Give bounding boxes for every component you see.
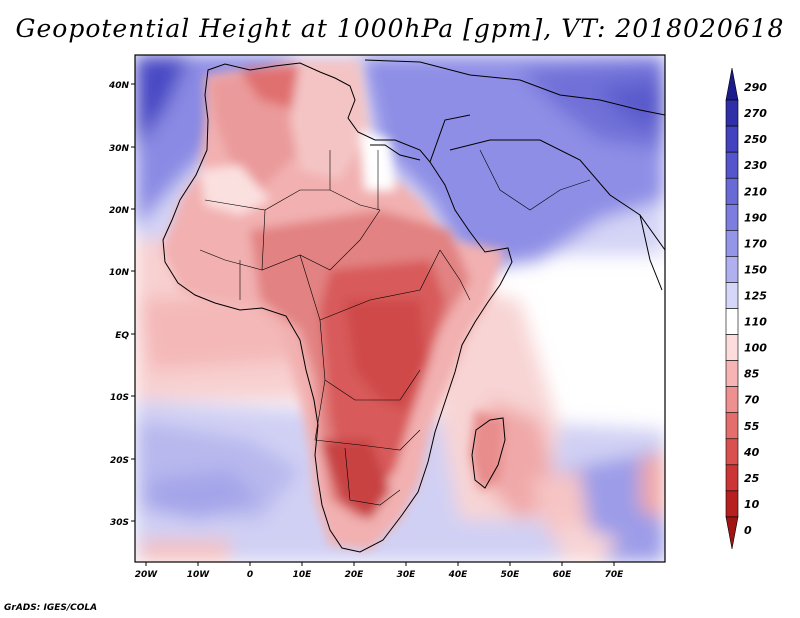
map-field bbox=[135, 55, 665, 562]
colorbar-swatch bbox=[725, 360, 739, 387]
colorbar-swatch bbox=[725, 386, 739, 414]
colorbar-swatch bbox=[725, 490, 739, 518]
colorbar-label: 70 bbox=[744, 394, 760, 407]
lat-label: 30S bbox=[110, 518, 129, 528]
colorbar-label: 25 bbox=[744, 472, 760, 485]
colorbar-swatch bbox=[725, 99, 739, 127]
lat-label: 20S bbox=[110, 456, 129, 466]
lon-label: 20W bbox=[135, 570, 159, 580]
colorbar-label: 100 bbox=[744, 342, 767, 355]
lon-label: 0 bbox=[247, 570, 253, 580]
colorbar-swatch bbox=[725, 177, 739, 205]
colorbar: 2902702502302101901701501251101008570554… bbox=[725, 67, 767, 550]
lon-label: 30E bbox=[397, 570, 417, 580]
lon-label: 70E bbox=[605, 570, 625, 580]
lon-label: 50E bbox=[501, 570, 521, 580]
colorbar-label: 125 bbox=[744, 289, 767, 302]
lat-label: 30N bbox=[109, 144, 130, 154]
lat-label: 20N bbox=[109, 206, 130, 216]
colorbar-label: 230 bbox=[744, 159, 767, 172]
lat-label: 40N bbox=[108, 81, 130, 91]
colorbar-label: 170 bbox=[744, 237, 767, 250]
colorbar-swatch bbox=[725, 151, 739, 179]
colorbar-swatch bbox=[725, 438, 739, 466]
colorbar-label: 150 bbox=[744, 263, 767, 276]
colorbar-label: 110 bbox=[744, 316, 767, 329]
country-borders bbox=[199, 149, 591, 506]
lon-label: 10E bbox=[293, 570, 313, 580]
lon-label: 60E bbox=[553, 570, 573, 580]
lon-label: 10W bbox=[187, 570, 211, 580]
colorbar-label: 85 bbox=[744, 368, 760, 381]
lat-label: 10N bbox=[109, 268, 130, 278]
lon-label: 40E bbox=[448, 570, 469, 580]
longitude-axis: 20W 10W 0 10E 20E 30E 40E 50E 60E 70E bbox=[135, 562, 624, 580]
colorbar-label: 250 bbox=[744, 133, 767, 146]
colorbar-swatch bbox=[725, 230, 739, 257]
colorbar-label: 290 bbox=[744, 81, 767, 94]
colorbar-swatch bbox=[725, 67, 739, 101]
colorbar-swatch bbox=[725, 412, 739, 440]
credit-text: GrADS: IGES/COLA bbox=[4, 603, 98, 613]
lon-label: 20E bbox=[345, 570, 365, 580]
latitude-axis: 40N 30N 20N 10N EQ 10S 20S 30S bbox=[108, 81, 135, 528]
colorbar-swatch bbox=[725, 125, 739, 153]
map-frame bbox=[134, 54, 666, 563]
colorbar-label: 0 bbox=[744, 524, 752, 537]
coastlines bbox=[162, 59, 665, 553]
colorbar-swatch bbox=[725, 308, 739, 335]
colorbar-label: 190 bbox=[744, 211, 767, 224]
colorbar-swatch bbox=[725, 464, 739, 492]
lat-label: EQ bbox=[115, 331, 129, 341]
colorbar-swatch bbox=[725, 203, 739, 231]
colorbar-swatch bbox=[725, 516, 739, 550]
colorbar-label: 270 bbox=[744, 107, 767, 120]
colorbar-swatch bbox=[725, 282, 739, 309]
colorbar-label: 10 bbox=[744, 498, 760, 511]
chart-title: Geopotential Height at 1000hPa [gpm], VT… bbox=[15, 14, 785, 43]
colorbar-label: 210 bbox=[744, 185, 767, 198]
colorbar-label: 40 bbox=[743, 446, 760, 459]
lat-label: 10S bbox=[110, 393, 129, 403]
colorbar-label: 55 bbox=[744, 420, 760, 433]
colorbar-swatch bbox=[725, 334, 739, 361]
colorbar-swatch bbox=[725, 256, 739, 283]
